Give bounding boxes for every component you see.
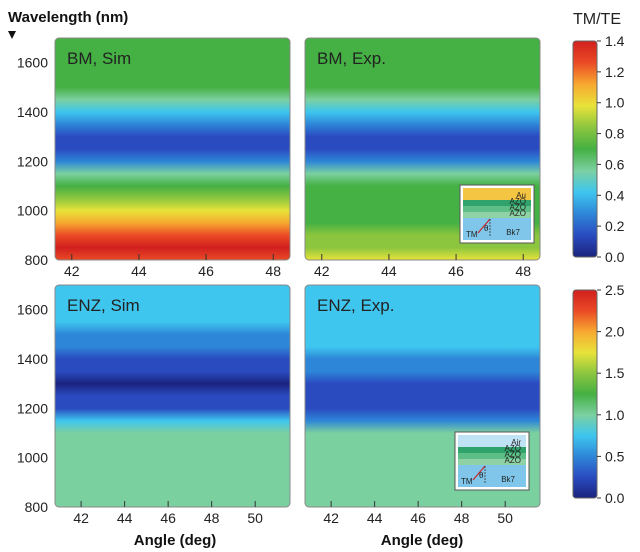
x-tick-label: 48 — [454, 510, 470, 526]
colorbar-tick-label: 2.5 — [605, 282, 625, 298]
x-axis-title-right: Angle (deg) — [381, 532, 464, 549]
colorbar-top: 0.0 0.2 0.4 0.6 0.8 1.0 1.2 1.4 — [572, 33, 625, 265]
colorbar-tick-label: 0.4 — [605, 187, 625, 203]
colorbar-gradient — [572, 40, 598, 258]
inset-theta-label: θ — [484, 224, 489, 233]
x-tick-label: 46 — [198, 263, 214, 279]
panel-title: ENZ, Exp. — [317, 296, 394, 315]
y-tick-label: 1600 — [17, 302, 48, 318]
inset-layer-label: AZO — [505, 456, 521, 465]
x-tick-label: 44 — [381, 263, 397, 279]
panel-frame — [304, 37, 541, 261]
inset-theta-label: θ — [479, 471, 484, 480]
inset-substrate — [463, 218, 531, 240]
y-axis-title: Wavelength (nm) — [8, 9, 128, 26]
colorbar-tick-label: 0.6 — [605, 156, 625, 172]
x-tick-label: 42 — [314, 263, 330, 279]
x-tick-label: 44 — [131, 263, 147, 279]
heatmap-field — [55, 285, 290, 507]
x-tick-label: 48 — [515, 263, 531, 279]
colorbar-gradient — [572, 289, 598, 499]
y-tick-label: 800 — [25, 252, 49, 268]
inset-layer — [458, 459, 526, 465]
y-tick-label: 1000 — [17, 203, 48, 219]
heatmap-field — [55, 38, 290, 260]
colorbar-tick-label: 0.0 — [605, 490, 625, 506]
arrow-down-icon — [8, 31, 16, 39]
colorbar-title: TM/TE — [573, 11, 621, 28]
colorbar-tick-label: 1.0 — [605, 95, 625, 111]
colorbar-tick-label: 2.0 — [605, 324, 625, 340]
x-tick-label: 44 — [367, 510, 383, 526]
x-tick-label: 42 — [64, 263, 80, 279]
colorbar-tick-label: 0.5 — [605, 448, 625, 464]
inset-layer — [463, 200, 531, 206]
inset-layer — [463, 212, 531, 218]
inset-layer — [458, 453, 526, 459]
x-axis-title-left: Angle (deg) — [134, 532, 217, 549]
inset-layer-label: AZO — [510, 203, 526, 212]
colorbar-tick-label: 0.8 — [605, 126, 625, 142]
x-tick-label: 42 — [73, 510, 89, 526]
y-tick-label: 1400 — [17, 104, 48, 120]
y-tick-label: 1200 — [17, 153, 48, 169]
panel-enz-sim: ENZ, Sim 800 1000 1200 1400 1600 42 44 46 48 50 — [17, 284, 291, 526]
inset-layer-label: AZO — [510, 209, 526, 218]
inset-layer-label: Au — [516, 191, 526, 200]
x-tick-label: 46 — [448, 263, 464, 279]
colorbar-tick-label: 0.0 — [605, 249, 625, 265]
colorbar-tick-label: 1.0 — [605, 407, 625, 423]
colorbar-tick-label: 1.2 — [605, 64, 625, 80]
x-tick-label: 50 — [247, 510, 263, 526]
inset-layer — [463, 188, 531, 200]
colorbar-tick-label: 1.5 — [605, 365, 625, 381]
panel-bm-sim: BM, Sim 800 1000 1200 1400 1600 42 44 46 48 — [17, 37, 291, 279]
inset-substrate-label: Bk7 — [501, 475, 515, 484]
colorbar-tick-label: 1.4 — [605, 33, 625, 49]
y-tick-label: 1000 — [17, 450, 48, 466]
x-tick-label: 46 — [160, 510, 176, 526]
y-tick-label: 1600 — [17, 55, 48, 71]
colorbar-tick-label: 0.2 — [605, 218, 625, 234]
inset-layer — [458, 447, 526, 453]
inset-tm-label: TM — [466, 230, 478, 239]
x-tick-label: 46 — [410, 510, 426, 526]
x-tick-label: 50 — [497, 510, 513, 526]
inset-layer-label: Air — [511, 438, 521, 447]
inset-layer — [463, 206, 531, 212]
panel-title: ENZ, Sim — [67, 296, 140, 315]
y-tick-label: 800 — [25, 499, 49, 515]
colorbar-bottom: 0.0 0.5 1.0 1.5 2.0 2.5 — [572, 282, 625, 506]
x-tick-label: 44 — [117, 510, 133, 526]
y-tick-label: 1200 — [17, 400, 48, 416]
x-tick-label: 48 — [204, 510, 220, 526]
inset-layer-label: AZO — [505, 444, 521, 453]
panel-frame — [304, 284, 541, 508]
panel-title: BM, Sim — [67, 49, 131, 68]
incident-ray — [477, 218, 491, 234]
x-tick-label: 48 — [265, 263, 281, 279]
panel-title: BM, Exp. — [317, 49, 386, 68]
inset-layer-label: AZO — [510, 197, 526, 206]
panel-frame — [54, 37, 291, 261]
x-tick-label: 42 — [323, 510, 339, 526]
inset-layer-label: AZO — [505, 450, 521, 459]
inset-tm-label: TM — [461, 477, 473, 486]
inset-layer — [458, 435, 526, 447]
y-tick-label: 1400 — [17, 351, 48, 367]
inset-substrate-label: Bk7 — [506, 228, 520, 237]
inset-substrate — [458, 465, 526, 487]
incident-ray — [472, 465, 486, 481]
panel-frame — [54, 284, 291, 508]
